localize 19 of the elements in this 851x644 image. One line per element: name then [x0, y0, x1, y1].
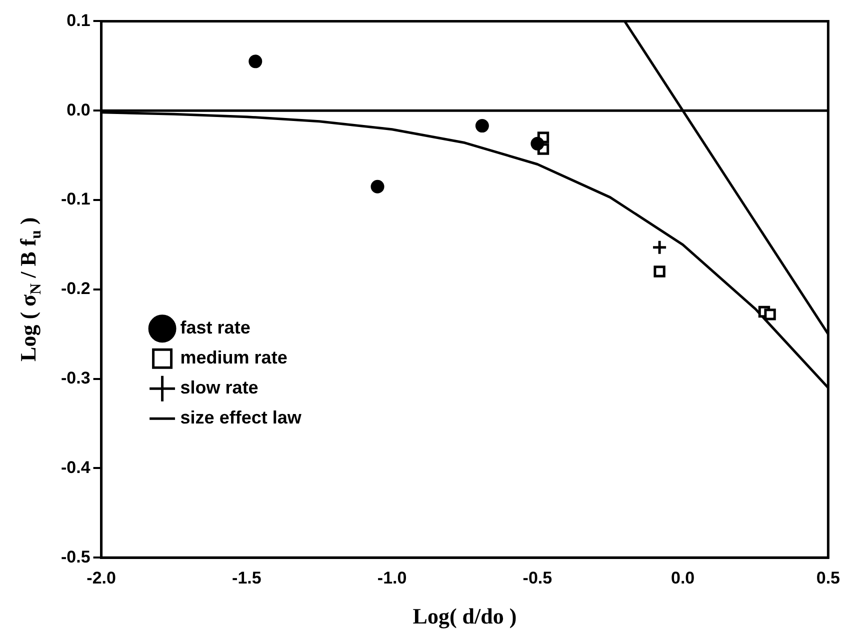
- x-tick-label: 0.0: [670, 568, 695, 588]
- x-tick-label: -1.0: [377, 568, 407, 588]
- x-tick-label: -2.0: [86, 568, 116, 588]
- legend-label: slow rate: [180, 378, 258, 398]
- x-axis-title: Log( d/do ): [412, 604, 517, 629]
- y-tick-label: -0.4: [60, 458, 91, 477]
- y-tick-label: 0.0: [66, 100, 90, 120]
- y-tick-label: -0.1: [60, 190, 90, 209]
- y-tick-label: -0.2: [60, 279, 90, 298]
- y-tick-label: -0.5: [60, 547, 90, 566]
- y-tick-label: -0.3: [60, 368, 90, 388]
- x-tick-label: 0.5: [816, 568, 840, 588]
- x-tick-label: -0.5: [522, 568, 552, 588]
- legend-label: medium rate: [180, 348, 288, 368]
- y-tick-label: 0.1: [66, 10, 90, 30]
- x-tick-label: -1.5: [232, 568, 262, 588]
- legend-label: fast rate: [180, 318, 250, 338]
- legend-label: size effect law: [180, 408, 302, 428]
- y-axis-title: Log ( σN / B fu ): [16, 217, 45, 362]
